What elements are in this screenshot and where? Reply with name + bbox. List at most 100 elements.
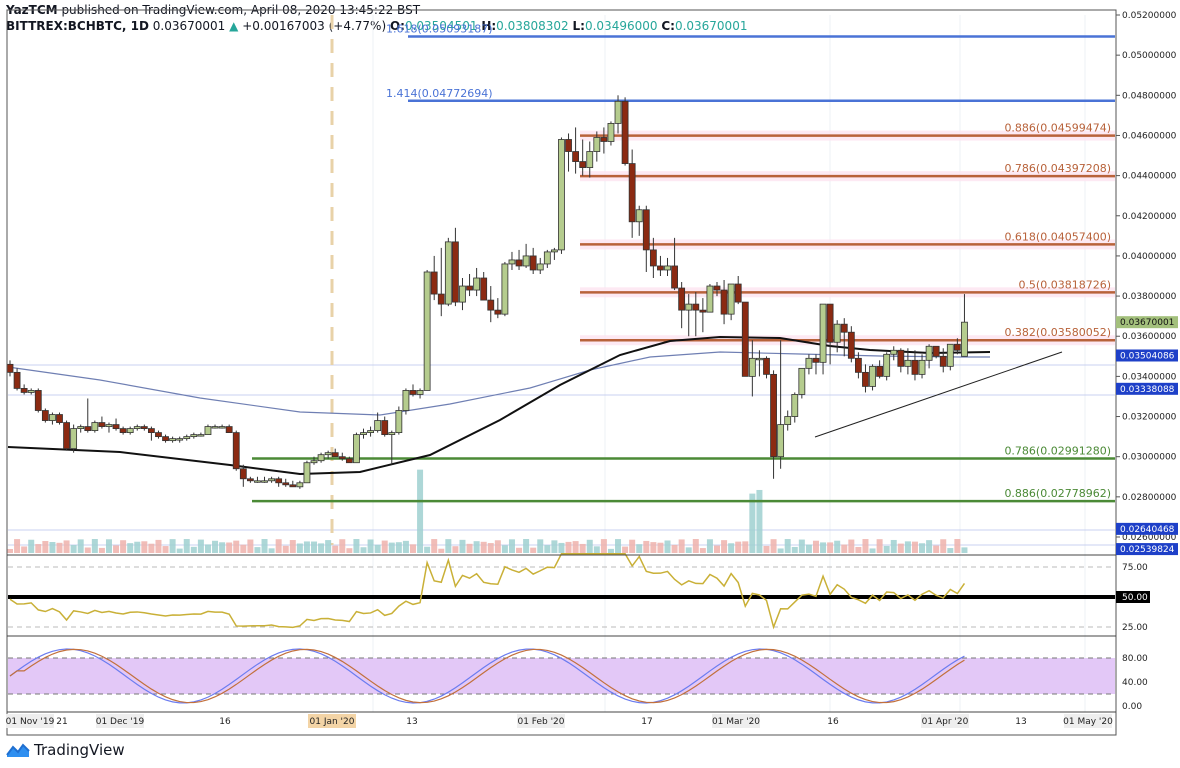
volume-bar: [692, 539, 699, 553]
candle-up: [423, 271, 431, 391]
volume-bar: [332, 545, 339, 553]
candle-up: [748, 357, 756, 377]
volume-bar: [268, 548, 275, 553]
price-axis[interactable]: 0.05200000 0.05000000 0.04800000 0.04600000…: [1116, 11, 1178, 712]
volume-bar: [721, 540, 728, 553]
volume-bar: [452, 546, 459, 553]
symbol-name[interactable]: BITTREX:BCHBTC, 1D: [6, 19, 149, 33]
time-label-box: [6, 714, 54, 728]
volume-bar: [162, 546, 169, 553]
volume-bar: [35, 544, 42, 553]
volume-bar: [523, 539, 530, 553]
volume-bar: [537, 539, 544, 553]
time-tick-label: 13: [406, 717, 417, 727]
volume-bar: [770, 539, 777, 553]
volume-bar: [530, 547, 537, 553]
candle-up: [367, 430, 374, 434]
candle-up: [784, 416, 792, 425]
candle-down: [600, 137, 608, 142]
volume-bar: [459, 539, 466, 553]
trendline: [814, 351, 1063, 438]
candle-up: [296, 482, 304, 488]
volume-bar: [671, 544, 678, 553]
ma-200-line: [7, 351, 990, 416]
volume-bar: [339, 539, 346, 553]
candle-down: [466, 285, 473, 291]
volume-bar: [685, 547, 692, 553]
price-tick-label: 0.02600000: [1122, 533, 1177, 543]
candle-down: [642, 209, 650, 251]
volume-bar: [212, 540, 219, 553]
volume-bar: [862, 539, 869, 553]
candle-down: [855, 357, 862, 373]
candle-up: [70, 428, 78, 450]
volume-bar: [516, 547, 523, 553]
stoch-band: [8, 658, 1115, 694]
candle-up: [77, 426, 85, 429]
candle-down: [6, 363, 14, 373]
volume-bar: [353, 539, 360, 553]
price-tick-label: 0.05200000: [1122, 11, 1177, 21]
candle-down: [494, 309, 502, 315]
volume-bar: [113, 545, 120, 553]
time-tick-label: 16: [219, 717, 231, 727]
candle-up: [522, 255, 530, 267]
time-tick-label: 01 May '20: [1063, 717, 1113, 727]
volume-bar: [954, 539, 961, 553]
volume-bar: [487, 543, 494, 553]
candle-down: [13, 371, 21, 389]
volume-bar: [784, 539, 791, 553]
volume-bar: [579, 543, 586, 553]
time-axis[interactable]: 01 Nov '19 21 01 Dec '19 16 01 Jan '20 13 01 F…: [6, 714, 1113, 728]
candle-down: [275, 478, 283, 484]
candlesticks: [6, 95, 968, 489]
candle-down: [41, 410, 49, 421]
volume-bar: [219, 542, 226, 553]
stoch-tick-label: 0.00: [1122, 702, 1142, 712]
candle-down: [63, 422, 70, 450]
volume-bar: [21, 546, 28, 553]
candle-down: [692, 303, 700, 311]
price-label-value: 0.02539824: [1120, 545, 1175, 555]
candle-up: [558, 139, 565, 251]
volume-bar: [650, 542, 657, 553]
candle-up: [402, 390, 410, 411]
fib-label: 1.414(0.04772694): [386, 87, 493, 100]
volume-bar: [636, 544, 643, 553]
tradingview-logo[interactable]: TradingView: [6, 741, 125, 759]
volume-bar: [791, 546, 798, 553]
open-label: O:: [389, 19, 405, 33]
volume-bar: [240, 544, 247, 553]
candle-up: [727, 283, 735, 315]
candle-down: [876, 365, 884, 377]
volume-bar: [607, 548, 614, 553]
price-label-box: [1116, 522, 1178, 535]
volume-bar: [883, 545, 890, 553]
volume-bar: [558, 542, 565, 553]
candle-down: [678, 287, 686, 311]
volume-bar: [148, 543, 155, 553]
time-tick-label: 01 Mar '20: [712, 717, 760, 727]
candle-down: [480, 277, 488, 301]
volume-bar: [714, 545, 720, 553]
price-label-box: [1116, 543, 1178, 556]
volume-bar: [190, 546, 197, 553]
rsi-highlight-box: [1116, 591, 1150, 603]
volume-bar: [98, 547, 105, 553]
candle-up: [543, 251, 551, 265]
candle-up: [388, 432, 396, 436]
volume-bar: [120, 540, 127, 553]
candle-up: [133, 426, 141, 429]
volume-bar: [445, 539, 452, 553]
candle-down: [565, 139, 572, 152]
time-tick-label: 01 Dec '19: [96, 717, 145, 727]
time-label-box: [1064, 714, 1112, 728]
volume-bar: [586, 539, 593, 553]
time-tick-label: 13: [1015, 717, 1026, 727]
volume-bar: [77, 539, 84, 553]
candle-down: [452, 241, 459, 303]
volume-bar: [629, 539, 636, 553]
volume-bar: [508, 539, 515, 553]
rsi-pane: [8, 553, 1115, 630]
